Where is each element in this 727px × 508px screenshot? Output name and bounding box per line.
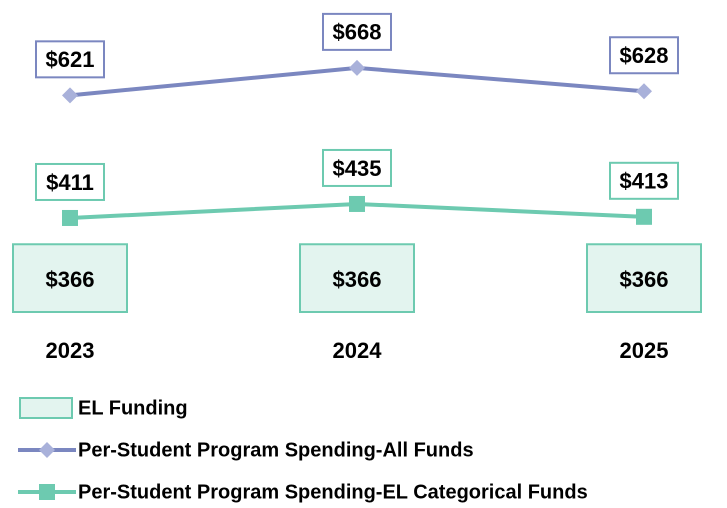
x-tick-label: 2025 — [620, 338, 669, 363]
data-label: $413 — [620, 169, 669, 194]
marker — [62, 87, 78, 104]
label-box — [609, 161, 679, 200]
label-box — [35, 162, 105, 201]
data-label: $411 — [46, 170, 94, 195]
marker — [636, 83, 652, 100]
marker — [349, 195, 365, 212]
x-tick-label: 2023 — [46, 338, 95, 363]
bar — [12, 243, 128, 313]
data-label: $621 — [46, 47, 95, 72]
label-box — [322, 12, 392, 51]
data-label: $668 — [333, 20, 382, 45]
label-box — [322, 148, 392, 187]
data-label: $628 — [620, 43, 669, 68]
legend-label: Per-Student Program Spending-EL Categori… — [78, 481, 588, 503]
data-label: $366 — [620, 267, 669, 292]
legend-marker — [39, 484, 55, 500]
legend-swatch — [19, 397, 73, 419]
label-box — [35, 40, 105, 79]
bar — [299, 243, 415, 313]
label-box — [609, 36, 679, 75]
bar — [586, 243, 702, 313]
legend-label: Per-Student Program Spending-All Funds — [78, 439, 474, 461]
marker — [636, 208, 652, 225]
data-label: $435 — [333, 156, 382, 181]
marker — [349, 59, 365, 76]
x-tick-label: 2024 — [333, 338, 383, 363]
data-label: $366 — [333, 267, 382, 292]
legend-marker — [39, 442, 55, 458]
marker — [62, 209, 78, 226]
legend-label: EL Funding — [78, 397, 188, 419]
data-label: $366 — [46, 267, 95, 292]
